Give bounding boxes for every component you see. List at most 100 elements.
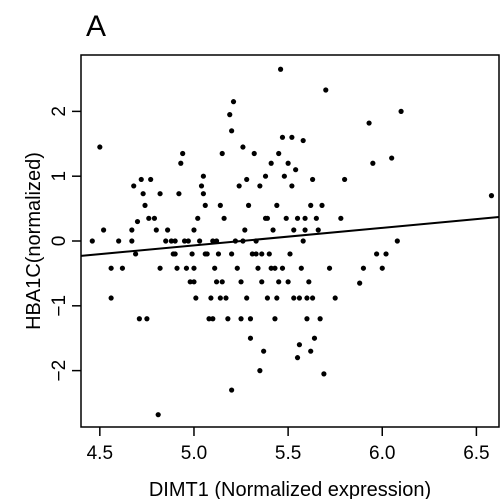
data-point: [370, 160, 376, 166]
data-point: [277, 66, 284, 72]
x-tick-label: 6.0: [369, 443, 395, 464]
data-point: [223, 295, 229, 301]
data-point: [264, 295, 271, 301]
x-tick-label: 5.0: [181, 443, 207, 464]
data-point: [300, 137, 306, 144]
data-point: [242, 227, 248, 233]
data-point: [259, 279, 265, 285]
data-point: [181, 238, 188, 244]
data-point: [157, 265, 163, 271]
data-point: [97, 144, 103, 150]
data-point: [289, 183, 295, 189]
data-point: [165, 227, 171, 233]
data-point: [323, 87, 329, 93]
y-tick-label: −1: [49, 295, 70, 317]
data-point: [332, 295, 338, 301]
x-tick-label: 5.5: [275, 443, 301, 464]
data-point: [291, 227, 297, 233]
data-point: [172, 238, 178, 244]
data-point: [308, 348, 314, 354]
data-point: [176, 191, 182, 197]
y-tick-label: 0: [49, 236, 70, 247]
data-point: [313, 215, 319, 221]
x-tick-label: 6.5: [463, 443, 489, 464]
data-point: [198, 183, 205, 189]
data-point: [302, 227, 308, 233]
y-axis-label: HBA1C(normalized): [23, 152, 45, 330]
data-point: [261, 348, 267, 354]
data-point: [119, 265, 126, 271]
data-point: [212, 265, 218, 271]
data-point: [116, 238, 122, 244]
data-point: [298, 265, 304, 271]
regression-line: [80, 216, 500, 257]
y-tick-label: 1: [49, 171, 70, 182]
data-point: [294, 355, 301, 361]
data-point: [264, 215, 271, 221]
data-point: [283, 215, 289, 221]
data-point: [272, 316, 278, 322]
data-point: [274, 295, 280, 301]
data-point: [100, 227, 107, 233]
data-point: [247, 335, 254, 341]
data-point: [153, 227, 159, 233]
data-point: [249, 251, 255, 257]
data-point: [229, 251, 235, 257]
data-point: [317, 316, 323, 322]
data-point: [191, 265, 197, 271]
data-point: [251, 150, 257, 157]
fit-line-group: [80, 216, 500, 257]
data-point: [276, 150, 282, 157]
data-point: [274, 202, 280, 208]
data-point: [255, 265, 261, 271]
data-point: [108, 295, 114, 301]
data-point: [266, 251, 272, 257]
data-point: [195, 215, 201, 221]
data-point: [155, 412, 161, 418]
data-point: [272, 265, 278, 271]
data-point: [296, 295, 303, 301]
data-point: [131, 183, 137, 189]
data-point: [230, 99, 237, 105]
data-point: [394, 238, 400, 244]
data-point: [374, 251, 380, 257]
data-point: [151, 215, 158, 221]
data-point: [253, 251, 259, 257]
data-point: [309, 176, 316, 183]
data-point: [247, 316, 254, 322]
data-point: [185, 238, 191, 244]
data-point: [338, 215, 344, 221]
data-point: [326, 265, 333, 271]
data-point: [172, 251, 178, 257]
data-point: [189, 251, 195, 257]
data-point: [293, 167, 299, 173]
data-point: [200, 173, 206, 179]
y-tick-label: −2: [49, 360, 70, 382]
data-point: [183, 265, 190, 271]
data-point: [144, 316, 150, 322]
data-point: [270, 227, 276, 233]
data-point: [285, 160, 291, 166]
data-point: [193, 295, 199, 301]
data-point: [157, 191, 163, 197]
data-point: [257, 183, 263, 189]
data-point: [257, 368, 263, 374]
data-point: [210, 316, 216, 322]
data-point: [146, 215, 152, 221]
data-point: [306, 279, 312, 285]
data-point: [227, 112, 233, 118]
data-point: [217, 295, 223, 301]
data-point: [311, 335, 318, 341]
data-point: [379, 265, 385, 271]
data-point: [200, 191, 206, 197]
data-point: [191, 227, 197, 233]
y-tick-label: 2: [49, 106, 70, 117]
data-point: [315, 227, 321, 233]
x-axis-label: DIMT1 (Normalized expression): [149, 479, 431, 499]
data-point: [202, 202, 208, 208]
data-point: [281, 173, 287, 179]
data-point: [285, 279, 291, 285]
data-point: [213, 279, 220, 285]
data-point: [148, 176, 154, 183]
data-point: [262, 173, 269, 179]
